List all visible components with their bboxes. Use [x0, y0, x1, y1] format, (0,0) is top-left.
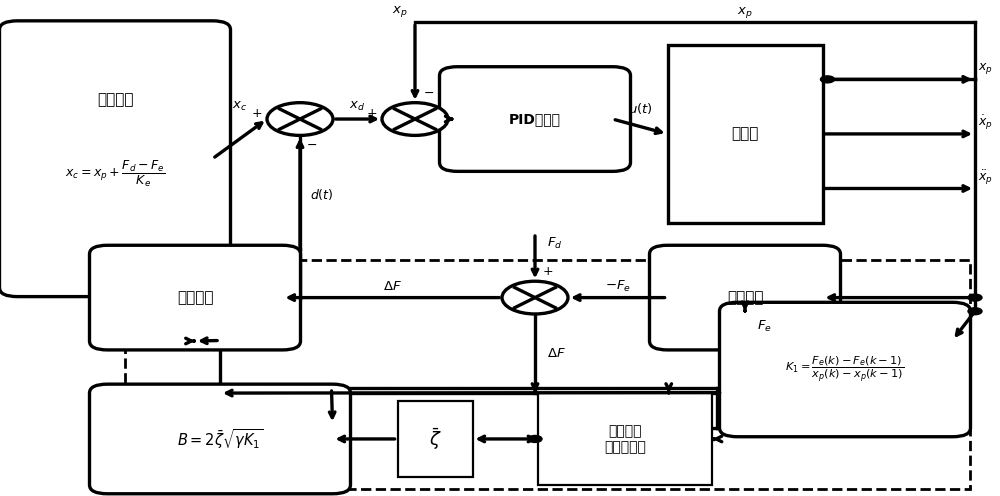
Text: $\ddot{x}_p$: $\ddot{x}_p$: [978, 168, 993, 187]
Text: $x_p$: $x_p$: [978, 61, 993, 76]
Text: $x_c$: $x_c$: [232, 100, 247, 113]
FancyBboxPatch shape: [0, 21, 230, 297]
Text: 神经网络
阻尼比模型: 神经网络 阻尼比模型: [604, 424, 646, 454]
Text: $B=2\bar{\zeta}\sqrt{\gamma K_1}$: $B=2\bar{\zeta}\sqrt{\gamma K_1}$: [177, 427, 263, 451]
FancyBboxPatch shape: [668, 45, 822, 223]
Text: $x_p$: $x_p$: [737, 5, 753, 20]
Text: 机械臂: 机械臂: [731, 126, 759, 141]
Circle shape: [382, 103, 448, 135]
Text: 环境刚度: 环境刚度: [727, 290, 763, 305]
Text: $u(t)$: $u(t)$: [628, 101, 652, 116]
Text: +: +: [251, 107, 262, 120]
FancyBboxPatch shape: [650, 246, 840, 350]
Text: $x_c=x_p+\dfrac{F_d-F_e}{K_e}$: $x_c=x_p+\dfrac{F_d-F_e}{K_e}$: [65, 159, 165, 188]
Text: $\Delta F$: $\Delta F$: [547, 347, 566, 360]
Text: $d(t)$: $d(t)$: [310, 187, 334, 202]
Circle shape: [267, 103, 333, 135]
Text: $x_p$: $x_p$: [392, 4, 408, 19]
Text: PID控制器: PID控制器: [509, 112, 561, 126]
Circle shape: [968, 294, 982, 301]
Text: 导纳模型: 导纳模型: [177, 290, 213, 305]
Text: $\Delta F$: $\Delta F$: [383, 280, 402, 293]
Text: $\dot{x}_p$: $\dot{x}_p$: [978, 114, 993, 132]
FancyBboxPatch shape: [398, 401, 473, 477]
FancyBboxPatch shape: [90, 384, 351, 494]
Text: $\bar{\zeta}$: $\bar{\zeta}$: [429, 426, 441, 452]
Text: +: +: [366, 107, 377, 120]
Text: $x_d$: $x_d$: [349, 100, 366, 113]
Text: 参考轨迹: 参考轨迹: [97, 92, 133, 107]
Circle shape: [528, 435, 542, 442]
Text: $F_d$: $F_d$: [547, 236, 563, 250]
Text: $F_e$: $F_e$: [757, 318, 772, 334]
Circle shape: [968, 308, 982, 315]
FancyBboxPatch shape: [538, 393, 712, 485]
Text: $-$: $-$: [423, 86, 434, 99]
Text: +: +: [543, 265, 554, 278]
FancyBboxPatch shape: [440, 67, 631, 172]
Text: $-F_e$: $-F_e$: [605, 279, 631, 294]
FancyBboxPatch shape: [90, 246, 300, 350]
Text: $K_1=\dfrac{F_e(k)-F_e(k-1)}{x_p(k)-x_p(k-1)}$: $K_1=\dfrac{F_e(k)-F_e(k-1)}{x_p(k)-x_p(…: [785, 355, 905, 384]
Circle shape: [820, 76, 834, 83]
Text: $-$: $-$: [306, 138, 317, 151]
Circle shape: [502, 281, 568, 314]
FancyBboxPatch shape: [719, 303, 970, 436]
